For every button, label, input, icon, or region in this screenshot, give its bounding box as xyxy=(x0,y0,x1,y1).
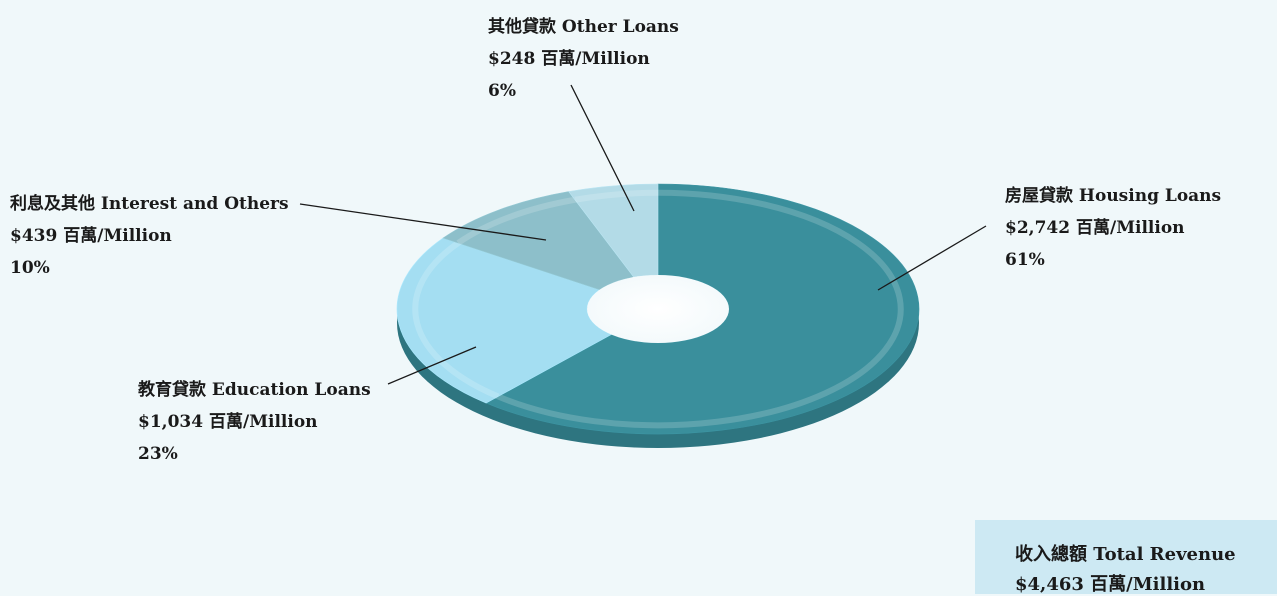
label-other-loans: 其他貸款 Other Loans $248 百萬/Million 6% xyxy=(488,11,679,107)
label-interest-percent: 10% xyxy=(10,258,50,278)
slice-highlight-housing-loans xyxy=(497,189,904,429)
label-housing-percent: 61% xyxy=(1005,250,1045,270)
label-interest-amount: $439 百萬/Million xyxy=(10,226,172,246)
label-education-amount: $1,034 百萬/Million xyxy=(138,412,318,432)
leader-line-housing-loans xyxy=(877,225,987,291)
label-housing-amount: $2,742 百萬/Million xyxy=(1005,218,1185,238)
total-revenue-label: 收入總額 Total Revenue xyxy=(1015,544,1236,565)
label-education-loans: 教育貸款 Education Loans $1,034 百萬/Million 2… xyxy=(138,374,371,470)
label-interest-others: 利息及其他 Interest and Others $439 百萬/Millio… xyxy=(10,188,289,284)
total-revenue-amount: $4,463 百萬/Million xyxy=(1015,574,1206,595)
label-other-percent: 6% xyxy=(488,81,516,101)
leader-line-interest-others xyxy=(299,203,547,241)
label-education-percent: 23% xyxy=(138,444,178,464)
label-education-name: 教育貸款 Education Loans xyxy=(138,380,371,400)
label-other-amount: $248 百萬/Million xyxy=(488,49,650,69)
slice-highlight-education-loans xyxy=(412,240,500,400)
leader-line-education-loans xyxy=(387,346,477,385)
label-housing-name: 房屋貸款 Housing Loans xyxy=(1005,186,1222,206)
slice-highlight-interest-others xyxy=(456,196,576,246)
label-other-name: 其他貸款 Other Loans xyxy=(488,17,679,37)
label-housing-loans: 房屋貸款 Housing Loans $2,742 百萬/Million 61% xyxy=(1005,180,1221,276)
slice-highlight-other-loans xyxy=(574,189,659,203)
leader-line-other-loans xyxy=(570,84,635,212)
label-interest-name: 利息及其他 Interest and Others xyxy=(10,194,289,214)
donut-hole xyxy=(587,275,729,343)
total-revenue-box: 收入總額 Total Revenue $4,463 百萬/Million xyxy=(975,520,1277,595)
